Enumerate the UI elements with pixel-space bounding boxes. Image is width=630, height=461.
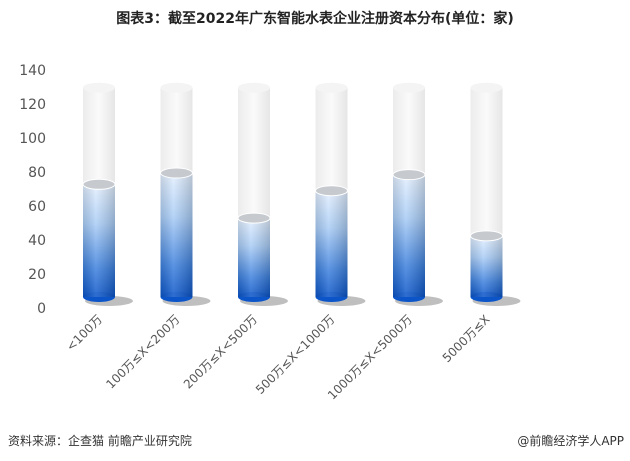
x-tick-label: <100万: [63, 312, 105, 354]
bar-empty-top: [315, 82, 348, 93]
bar-shading: [160, 173, 193, 297]
bar-empty-top: [238, 82, 270, 93]
y-tick-label: 80: [28, 165, 46, 181]
x-tick-label: 5000万≤X: [440, 312, 493, 365]
bar-shading: [238, 218, 270, 297]
bar: [315, 82, 366, 306]
bar-top: [392, 169, 426, 181]
x-tick-label: 100万≤X<200万: [103, 312, 182, 391]
bar-top: [160, 167, 193, 179]
y-tick-label: 120: [19, 97, 46, 113]
source-note: 资料来源：企查猫 前瞻产业研究院: [8, 434, 192, 448]
bar-empty-top: [393, 82, 425, 93]
bar: [82, 82, 133, 306]
bar-top: [315, 185, 348, 197]
bar: [470, 82, 521, 306]
y-tick-label: 0: [37, 301, 46, 317]
chart-title: 图表3：截至2022年广东智能水表企业注册资本分布(单位：家): [116, 11, 514, 27]
bar-shading: [393, 174, 425, 297]
y-tick-label: 20: [28, 267, 46, 283]
bar: [237, 82, 288, 306]
bar-empty-top: [160, 82, 193, 93]
y-tick-label: 40: [28, 233, 46, 249]
x-tick-label: 500万≤X<1000万: [253, 312, 338, 397]
bar-empty-top: [83, 82, 115, 93]
x-tick-label: 200万≤X<500万: [181, 312, 260, 391]
y-tick-label: 60: [28, 199, 46, 215]
x-tick-label: 1000万≤X<5000万: [325, 312, 415, 402]
bar-top: [470, 230, 503, 242]
bar-shading: [315, 190, 348, 297]
bar-empty-top: [470, 82, 503, 93]
bar-top: [237, 212, 271, 224]
bar-top: [82, 178, 116, 190]
brand-label: @前瞻经济学人APP: [517, 434, 624, 448]
bar-shading: [83, 184, 115, 297]
y-tick-label: 140: [19, 63, 46, 79]
y-tick-label: 100: [19, 131, 46, 147]
bar: [160, 82, 211, 306]
bar: [392, 82, 443, 306]
bar-shading: [470, 235, 503, 297]
